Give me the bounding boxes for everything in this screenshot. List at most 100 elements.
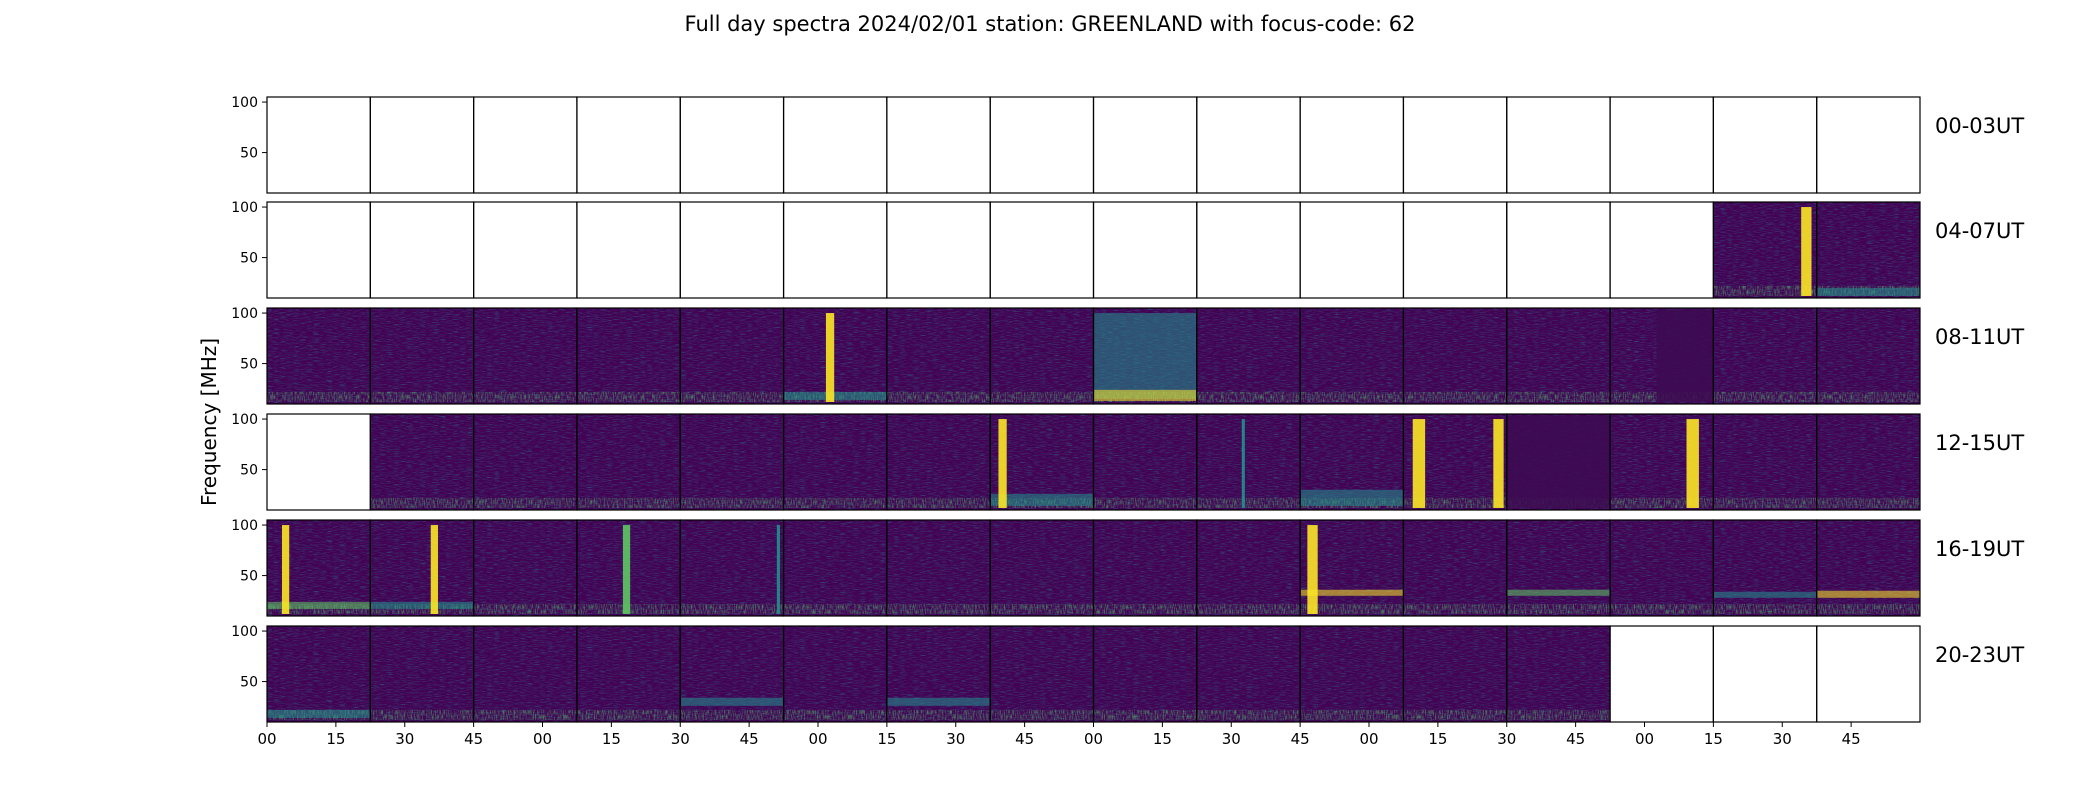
panel-noise (1196, 520, 1301, 616)
panel-noise (1196, 414, 1301, 510)
low-freq-interference (1506, 709, 1611, 720)
panel-noise (473, 520, 577, 616)
low-freq-interference (1196, 391, 1301, 402)
emission-band (370, 601, 474, 609)
y-tick-label: 50 (240, 463, 258, 479)
low-freq-interference (370, 497, 474, 508)
empty-panel (886, 202, 991, 298)
panel-noise (370, 308, 474, 404)
empty-panel (680, 202, 784, 298)
radio-burst (1801, 207, 1812, 296)
panel-noise (370, 520, 474, 616)
panel-noise (1506, 626, 1611, 722)
empty-panel (1300, 202, 1404, 298)
empty-panel (370, 97, 474, 193)
panel-frame (1816, 96, 1921, 194)
low-freq-interference (886, 709, 991, 720)
low-freq-interference (1196, 709, 1301, 720)
x-axis-ticks: 00 15 30 45 00 15 30 45 00 15 30 45 00 15 30 45 00 15 30 45… (257, 722, 1861, 748)
empty-panel (576, 202, 681, 298)
empty-panel (1610, 97, 1714, 193)
low-freq-interference (680, 709, 784, 720)
empty-panel (1506, 202, 1611, 298)
empty-panel (680, 97, 784, 193)
low-freq-interference (1506, 603, 1611, 614)
panel-noise (1093, 520, 1197, 616)
low-freq-interference (576, 709, 681, 720)
row-time-label: 08-11UT (1935, 325, 2024, 349)
radio-burst (825, 313, 835, 402)
x-tick-label: 15 (877, 730, 896, 748)
empty-panel (473, 97, 577, 193)
spectra-row: 50 100 12-15UT (231, 412, 2024, 511)
low-freq-interference (1610, 603, 1714, 614)
x-tick-label: 45 (1015, 730, 1034, 748)
panel-noise (473, 626, 577, 722)
spectra-row: 50 100 20-23UT (231, 624, 2024, 723)
empty-panel (1403, 97, 1507, 193)
radio-burst (1686, 419, 1699, 508)
low-freq-interference (783, 497, 887, 508)
low-freq-interference (576, 497, 681, 508)
panel-noise (990, 308, 1094, 404)
panel-noise (576, 308, 681, 404)
empty-panel (1506, 97, 1611, 193)
low-freq-interference (783, 603, 887, 614)
emission-band (783, 391, 887, 400)
x-tick-label: 30 (1773, 730, 1792, 748)
panel-noise (1506, 520, 1611, 616)
panel-noise (680, 520, 784, 616)
panel-noise (267, 308, 371, 404)
x-tick-label: 00 (1084, 730, 1103, 748)
y-tick-label: 50 (240, 251, 258, 267)
panel-noise (1300, 626, 1404, 722)
low-freq-interference (1816, 391, 1920, 402)
panel-noise (576, 626, 681, 722)
panel-noise (1816, 414, 1920, 510)
emission-band (1300, 589, 1404, 596)
radio-burst (998, 419, 1007, 508)
empty-panel (990, 202, 1094, 298)
panel-frame (1816, 201, 1921, 299)
panel-noise (1093, 626, 1197, 722)
row-time-label: 04-07UT (1935, 219, 2024, 243)
y-tick-label: 100 (231, 306, 258, 322)
low-freq-interference (1403, 603, 1507, 614)
emission-band (1713, 591, 1817, 598)
panel-noise (267, 626, 371, 722)
low-freq-interference (886, 603, 991, 614)
y-tick-label: 100 (231, 518, 258, 534)
emission-band (1300, 489, 1404, 506)
panel-frame (1816, 519, 1921, 617)
y-tick-label: 50 (240, 357, 258, 373)
panel-noise (1403, 626, 1507, 722)
quiet-region (1656, 310, 1714, 402)
low-freq-interference (990, 391, 1094, 402)
x-tick-label: 15 (602, 730, 621, 748)
emission-band (1093, 313, 1197, 399)
low-freq-interference (370, 391, 474, 402)
emission-band (1816, 590, 1920, 598)
x-tick-label: 30 (946, 730, 965, 748)
x-tick-label: 00 (1359, 730, 1378, 748)
low-freq-interference (680, 603, 784, 614)
row-time-label: 00-03UT (1935, 114, 2024, 138)
spectra-row: 50 100 00-03UT (231, 95, 2024, 194)
panel-noise (680, 308, 784, 404)
empty-panel (1300, 97, 1404, 193)
radio-burst (1241, 419, 1245, 508)
x-tick-label: 15 (326, 730, 345, 748)
low-freq-interference (1300, 391, 1404, 402)
x-tick-label: 00 (1635, 730, 1654, 748)
panel-noise (1816, 520, 1920, 616)
row-time-label: 12-15UT (1935, 431, 2024, 455)
panel-noise (1196, 626, 1301, 722)
x-tick-label: 00 (533, 730, 552, 748)
y-tick-label: 50 (240, 569, 258, 585)
panel-noise (1300, 308, 1404, 404)
empty-panel (267, 414, 371, 510)
low-freq-interference (783, 709, 887, 720)
y-tick-label: 100 (231, 95, 258, 111)
panel-noise (1403, 520, 1507, 616)
row-time-label: 16-19UT (1935, 537, 2024, 561)
